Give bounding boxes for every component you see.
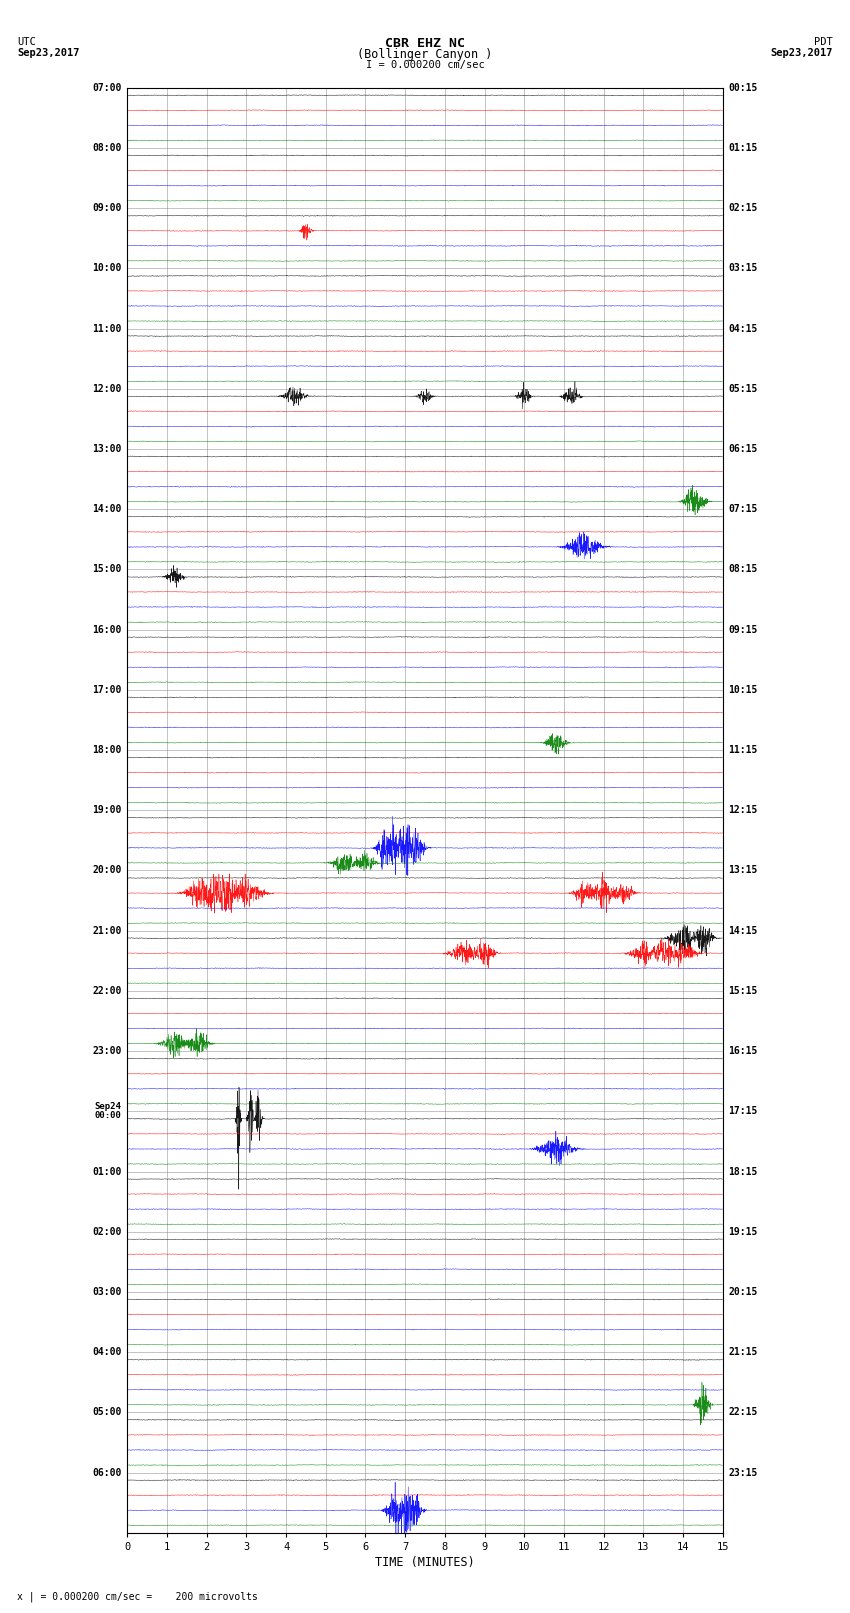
Text: 23:00: 23:00 bbox=[92, 1047, 122, 1057]
Text: 15:00: 15:00 bbox=[92, 565, 122, 574]
Text: 14:15: 14:15 bbox=[728, 926, 758, 936]
Text: 18:15: 18:15 bbox=[728, 1166, 758, 1176]
Text: 01:15: 01:15 bbox=[728, 144, 758, 153]
Text: 19:00: 19:00 bbox=[92, 805, 122, 815]
Text: 11:15: 11:15 bbox=[728, 745, 758, 755]
Text: I = 0.000200 cm/sec: I = 0.000200 cm/sec bbox=[366, 60, 484, 69]
Text: 04:15: 04:15 bbox=[728, 324, 758, 334]
Text: UTC: UTC bbox=[17, 37, 36, 47]
Text: 21:00: 21:00 bbox=[92, 926, 122, 936]
Text: 11:00: 11:00 bbox=[92, 324, 122, 334]
Text: 07:15: 07:15 bbox=[728, 505, 758, 515]
Text: 02:00: 02:00 bbox=[92, 1227, 122, 1237]
Text: PDT: PDT bbox=[814, 37, 833, 47]
Text: 16:00: 16:00 bbox=[92, 624, 122, 634]
Text: 00:00: 00:00 bbox=[94, 1111, 122, 1121]
Text: 12:00: 12:00 bbox=[92, 384, 122, 394]
Text: 08:15: 08:15 bbox=[728, 565, 758, 574]
Text: 23:15: 23:15 bbox=[728, 1468, 758, 1478]
Text: 17:00: 17:00 bbox=[92, 686, 122, 695]
Text: 07:00: 07:00 bbox=[92, 82, 122, 92]
Text: 22:00: 22:00 bbox=[92, 986, 122, 995]
Text: 10:00: 10:00 bbox=[92, 263, 122, 273]
Text: 03:00: 03:00 bbox=[92, 1287, 122, 1297]
Text: 01:00: 01:00 bbox=[92, 1166, 122, 1176]
Text: 17:15: 17:15 bbox=[728, 1107, 758, 1116]
X-axis label: TIME (MINUTES): TIME (MINUTES) bbox=[375, 1557, 475, 1569]
Text: 03:15: 03:15 bbox=[728, 263, 758, 273]
Text: Sep23,2017: Sep23,2017 bbox=[17, 48, 80, 58]
Text: 12:15: 12:15 bbox=[728, 805, 758, 815]
Text: 05:00: 05:00 bbox=[92, 1408, 122, 1418]
Text: 19:15: 19:15 bbox=[728, 1227, 758, 1237]
Text: 21:15: 21:15 bbox=[728, 1347, 758, 1357]
Text: 13:15: 13:15 bbox=[728, 866, 758, 876]
Text: 09:15: 09:15 bbox=[728, 624, 758, 634]
Text: 16:15: 16:15 bbox=[728, 1047, 758, 1057]
Text: 00:15: 00:15 bbox=[728, 82, 758, 92]
Text: 22:15: 22:15 bbox=[728, 1408, 758, 1418]
Text: 15:15: 15:15 bbox=[728, 986, 758, 995]
Text: 04:00: 04:00 bbox=[92, 1347, 122, 1357]
Text: 06:15: 06:15 bbox=[728, 444, 758, 453]
Text: 20:00: 20:00 bbox=[92, 866, 122, 876]
Text: x | = 0.000200 cm/sec =    200 microvolts: x | = 0.000200 cm/sec = 200 microvolts bbox=[17, 1590, 258, 1602]
Text: CBR EHZ NC: CBR EHZ NC bbox=[385, 37, 465, 50]
Text: 06:00: 06:00 bbox=[92, 1468, 122, 1478]
Text: 09:00: 09:00 bbox=[92, 203, 122, 213]
Text: 05:15: 05:15 bbox=[728, 384, 758, 394]
Text: 18:00: 18:00 bbox=[92, 745, 122, 755]
Text: 10:15: 10:15 bbox=[728, 686, 758, 695]
Text: (Bollinger Canyon ): (Bollinger Canyon ) bbox=[357, 48, 493, 61]
Text: 08:00: 08:00 bbox=[92, 144, 122, 153]
Text: Sep23,2017: Sep23,2017 bbox=[770, 48, 833, 58]
Text: 02:15: 02:15 bbox=[728, 203, 758, 213]
Text: 14:00: 14:00 bbox=[92, 505, 122, 515]
Text: 20:15: 20:15 bbox=[728, 1287, 758, 1297]
Text: Sep24: Sep24 bbox=[94, 1102, 122, 1111]
Text: 13:00: 13:00 bbox=[92, 444, 122, 453]
